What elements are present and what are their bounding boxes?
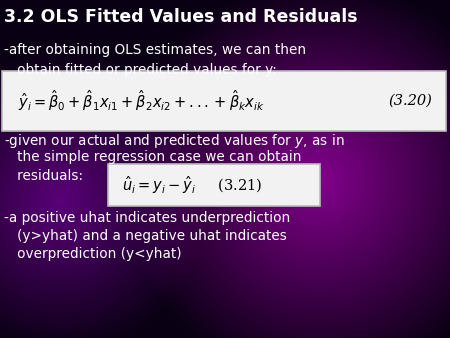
Text: (3.20): (3.20) <box>388 94 432 108</box>
Text: obtain fitted or predicted values for y:: obtain fitted or predicted values for y: <box>4 63 277 76</box>
Text: $\hat{u}_i = y_i - \hat{y}_i$     (3.21): $\hat{u}_i = y_i - \hat{y}_i$ (3.21) <box>122 174 262 196</box>
Text: (y>yhat) and a negative uhat indicates: (y>yhat) and a negative uhat indicates <box>4 229 288 243</box>
Text: 3.2 OLS Fitted Values and Residuals: 3.2 OLS Fitted Values and Residuals <box>4 8 358 26</box>
Text: overprediction (y<yhat): overprediction (y<yhat) <box>4 247 182 261</box>
Text: -after obtaining OLS estimates, we can then: -after obtaining OLS estimates, we can t… <box>4 43 306 57</box>
FancyBboxPatch shape <box>2 71 446 131</box>
Text: the simple regression case we can obtain: the simple regression case we can obtain <box>4 150 302 164</box>
Text: -given our actual and predicted values for $y$, as in: -given our actual and predicted values f… <box>4 132 345 150</box>
FancyBboxPatch shape <box>108 164 320 206</box>
Text: $\hat{y}_i = \hat{\beta}_0 + \hat{\beta}_1 x_{i1} + \hat{\beta}_2 x_{i2} + ...+ : $\hat{y}_i = \hat{\beta}_0 + \hat{\beta}… <box>18 88 265 113</box>
Text: -a positive uhat indicates underprediction: -a positive uhat indicates underpredicti… <box>4 211 291 225</box>
Text: residuals:: residuals: <box>4 169 84 183</box>
